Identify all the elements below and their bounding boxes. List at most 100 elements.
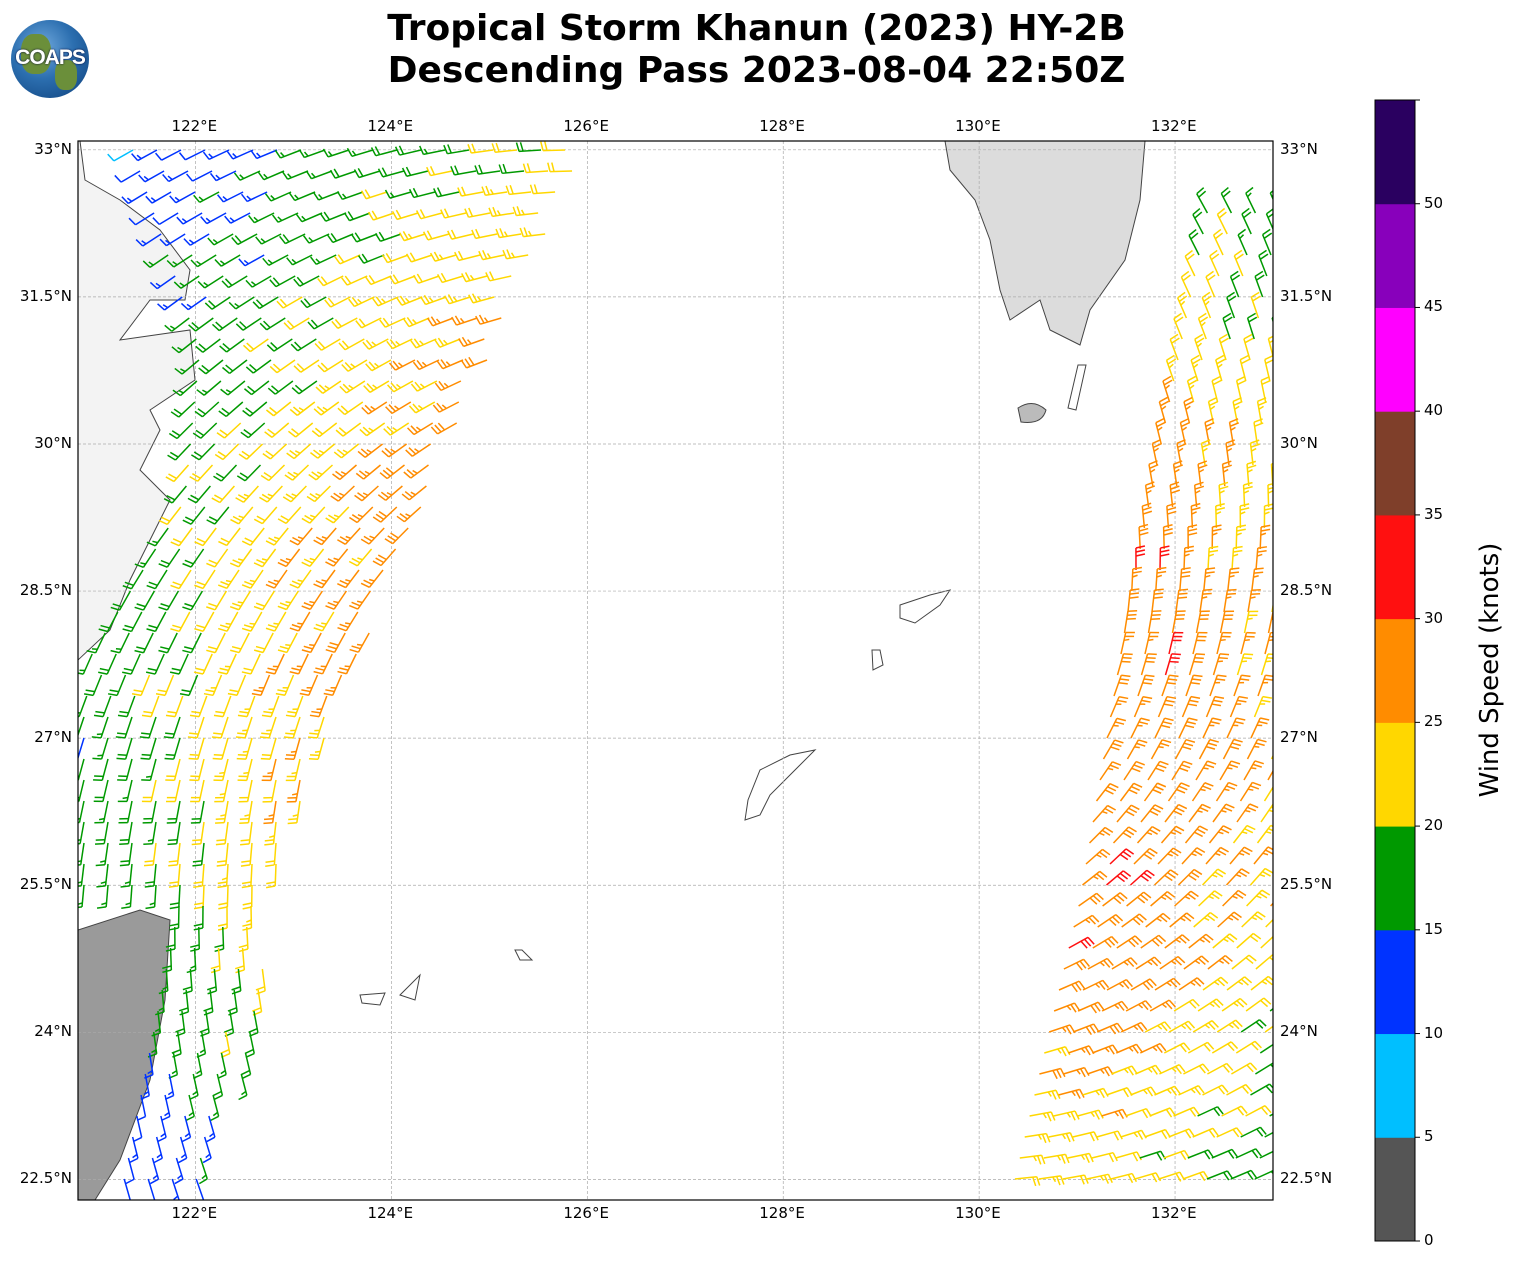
wind-barb (330, 485, 355, 502)
wind-barb (1198, 738, 1219, 760)
wind-barb (1230, 1169, 1258, 1180)
wind-barb (1245, 186, 1257, 214)
wind-barb (98, 611, 119, 633)
wind-barb (283, 317, 310, 330)
wind-barb (1226, 1083, 1253, 1096)
wind-barb (1260, 653, 1273, 676)
wind-barb (332, 464, 357, 481)
wind-barb (1188, 933, 1214, 949)
wind-barb (1197, 1106, 1224, 1117)
wind-barb (367, 210, 395, 221)
wind-barb (1205, 270, 1216, 298)
wind-barb (1219, 760, 1241, 781)
wind-barb (434, 380, 462, 392)
wind-barb (94, 800, 109, 824)
wind-barb (202, 149, 230, 161)
wind-barb (242, 884, 253, 910)
wind-barb (95, 821, 109, 845)
wind-barb (396, 295, 423, 306)
wind-barb (1215, 781, 1238, 802)
wind-barb (211, 485, 235, 504)
wind-barb (305, 170, 333, 180)
wind-barb (415, 209, 443, 220)
wind-barb (1219, 610, 1235, 634)
wind-barb (180, 296, 207, 311)
wind-barb (1251, 567, 1264, 592)
wind-barb (1284, 526, 1294, 549)
wind-barb (259, 716, 277, 739)
wind-barb (1229, 846, 1253, 865)
wind-barb (1106, 978, 1133, 991)
wind-barb (240, 422, 266, 439)
wind-barb (261, 758, 277, 782)
wind-barb (250, 149, 278, 160)
wind-barb (502, 249, 529, 260)
wind-barb (1188, 653, 1206, 676)
wind-barb (384, 189, 412, 199)
lat-tick-left: 22.5°N (19, 1169, 72, 1188)
wind-barb (1063, 1066, 1090, 1078)
wind-barb (122, 611, 143, 633)
wind-barb (1259, 524, 1271, 550)
wind-barb (295, 212, 323, 223)
wind-barb (1139, 1150, 1167, 1161)
wind-barb (235, 716, 253, 739)
wind-barb (1177, 868, 1203, 886)
wind-barb (182, 632, 202, 654)
wind-barb (206, 506, 230, 525)
wind-barb (214, 254, 241, 267)
wind-barb (1159, 955, 1186, 970)
wind-barb (265, 401, 292, 417)
wind-barb (1162, 524, 1173, 550)
wind-barb (1091, 1151, 1118, 1163)
wind-barb (134, 548, 157, 569)
wind-barb (307, 716, 325, 739)
wind-barb (286, 443, 312, 460)
wind-barb (217, 863, 229, 889)
wind-barb (169, 653, 189, 675)
wind-barb (1247, 589, 1261, 613)
wind-barb (121, 191, 148, 205)
wind-barb (337, 527, 361, 545)
title-line-1: Tropical Storm Khanun (2023) HY-2B (387, 8, 1126, 49)
wind-barb (215, 800, 229, 824)
wind-barb (1179, 567, 1191, 592)
wind-barb (1158, 1171, 1186, 1182)
wind-barb (235, 317, 262, 331)
wind-barb (1253, 846, 1273, 865)
wind-barb (443, 294, 471, 305)
wind-barb (1218, 333, 1229, 361)
wind-barb (260, 464, 286, 482)
wind-barb (522, 163, 549, 174)
wind-barb (1172, 460, 1184, 487)
wind-barb (1140, 804, 1164, 823)
wind-barb (326, 232, 354, 244)
wind-barb (1178, 977, 1205, 991)
lat-tick-left: 31.5°N (19, 286, 72, 305)
wind-barb (1110, 1172, 1138, 1184)
wind-barb (165, 695, 184, 718)
wind-barb (322, 148, 350, 158)
wind-barb (242, 401, 268, 417)
wind-barb (228, 296, 255, 310)
wind-barb (174, 1157, 184, 1185)
wind-barb (519, 227, 546, 238)
wind-barb (1236, 803, 1259, 823)
wind-barb (150, 1157, 160, 1185)
wind-barb (78, 653, 93, 675)
wind-barb (203, 674, 223, 697)
wind-barb (159, 233, 186, 247)
wind-barb (290, 338, 317, 352)
lat-tick-right: 22.5°N (1280, 1169, 1333, 1188)
colorbar-segment (1375, 203, 1415, 308)
wind-barb (143, 821, 157, 846)
wind-barb (457, 186, 484, 197)
wind-barb (257, 170, 285, 181)
wind-barb (1243, 760, 1264, 781)
wind-barb (1208, 825, 1232, 844)
wind-barb (385, 401, 412, 415)
wind-barb (1260, 935, 1273, 949)
wind-barb (1111, 1065, 1138, 1076)
wind-barb (142, 254, 169, 268)
wind-barb (1125, 1000, 1153, 1012)
